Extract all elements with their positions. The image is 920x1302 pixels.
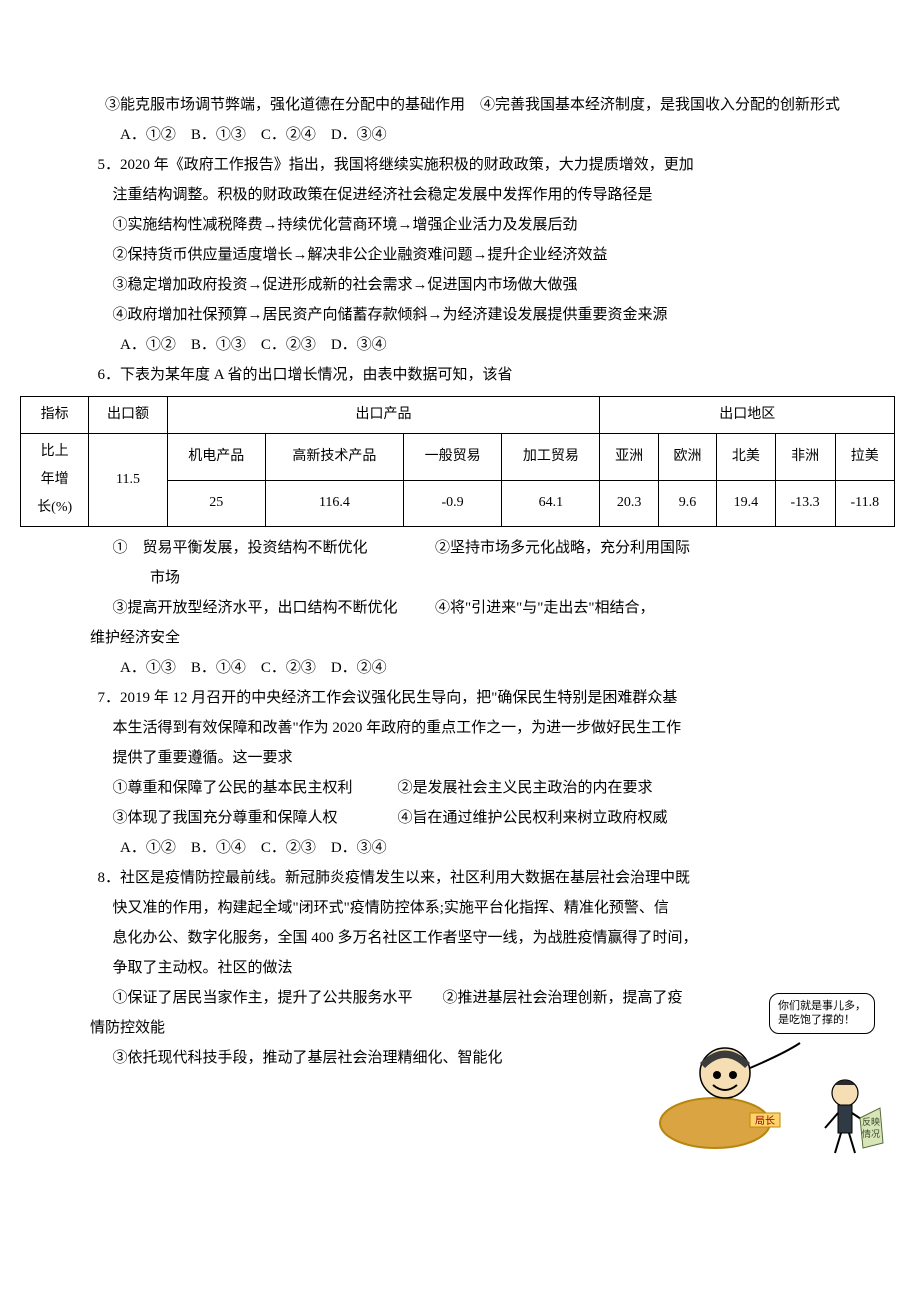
export-amount-value: 11.5 bbox=[89, 434, 167, 527]
table-subheader-row: 比上 年增 长(%) 11.5 机电产品 高新技术产品 一般贸易 加工贸易 亚洲… bbox=[21, 434, 895, 481]
product-val-3: 64.1 bbox=[502, 480, 600, 527]
q8-line3: 息化办公、数字化服务，全国 400 多万名社区工作者坚守一线，为战胜疫情赢得了时… bbox=[75, 923, 845, 953]
product-col-2: 一般贸易 bbox=[403, 434, 501, 481]
th-export-products: 出口产品 bbox=[167, 397, 600, 434]
q5-opt3: ③稳定增加政府投资→促进形成新的社会需求→促进国内市场做大做强 bbox=[75, 270, 845, 300]
region-col-2: 北美 bbox=[717, 434, 775, 481]
product-col-3: 加工贸易 bbox=[502, 434, 600, 481]
th-indicator: 指标 bbox=[21, 397, 89, 434]
q8-opt1: ①保证了居民当家作主，提升了公共服务水平 bbox=[113, 990, 413, 1006]
q7-line1: 7．2019 年 12 月召开的中央经济工作会议强化民生导向，把"确保民生特别是… bbox=[75, 683, 845, 713]
document-page: ③能克服市场调节弊端，强化道德在分配中的基础作用 ④完善我国基本经济制度，是我国… bbox=[0, 0, 920, 1113]
cartoon-label-fanying: 反映 bbox=[862, 1116, 880, 1127]
q7-line3: 提供了重要遵循。这一要求 bbox=[75, 743, 845, 773]
cartoon-area: 你们就是事儿多， 是吃饱了撑的！ 局长 bbox=[645, 1023, 895, 1173]
product-val-1: 116.4 bbox=[265, 480, 403, 527]
cartoon-icon: 局长 反映 情况 bbox=[655, 1023, 885, 1173]
cartoon-label-juzhang: 局长 bbox=[755, 1115, 775, 1127]
region-val-4: -11.8 bbox=[835, 480, 894, 527]
product-col-1: 高新技术产品 bbox=[265, 434, 403, 481]
speech-line1: 你们就是事儿多， bbox=[778, 1000, 866, 1012]
q8-opt3: ③依托现代科技手段，推动了基层社会治理精细化、智能化 bbox=[75, 1043, 613, 1073]
q6-options: A．①③ B．①④ C．②③ D．②④ bbox=[75, 653, 845, 683]
q6-stmt4: ④将"引进来"与"走出去"相结合， bbox=[435, 600, 655, 616]
q7-opt3: ③体现了我国充分尊重和保障人权 bbox=[113, 810, 338, 826]
q6-statements-row1: ① 贸易平衡发展，投资结构不断优化 ②坚持市场多元化战略，充分利用国际 bbox=[75, 533, 845, 563]
q8-line4: 争取了主动权。社区的做法 bbox=[75, 953, 845, 983]
q4-statement-34: ③能克服市场调节弊端，强化道德在分配中的基础作用 ④完善我国基本经济制度，是我国… bbox=[75, 90, 845, 120]
q6-stem: 6．下表为某年度 A 省的出口增长情况，由表中数据可知，该省 bbox=[75, 360, 845, 390]
q5-options: A．①② B．①③ C．②③ D．③④ bbox=[75, 330, 845, 360]
q5-opt1: ①实施结构性减税降费→持续优化营商环境→增强企业活力及发展后劲 bbox=[75, 210, 845, 240]
row-label-l3: 长(%) bbox=[37, 500, 72, 515]
row-label-l2: 年增 bbox=[41, 472, 69, 487]
region-col-1: 欧洲 bbox=[658, 434, 716, 481]
export-table: 指标 出口额 出口产品 出口地区 比上 年增 长(%) 11.5 机电产品 高新… bbox=[20, 396, 895, 527]
q5-stem-line1: 5．2020 年《政府工作报告》指出，我国将继续实施积极的财政政策，大力提质增效… bbox=[75, 150, 845, 180]
q8-row1: ①保证了居民当家作主，提升了公共服务水平 ②推进基层社会治理创新，提高了疫 bbox=[75, 983, 845, 1013]
q7-opt1: ①尊重和保障了公民的基本民主权利 bbox=[113, 780, 353, 796]
q7-opt4: ④旨在通过维护公民权利来树立政府权威 bbox=[398, 810, 668, 826]
cartoon-label-qingkuang: 情况 bbox=[862, 1128, 880, 1139]
q7-opt2: ②是发展社会主义民主政治的内在要求 bbox=[398, 780, 653, 796]
product-val-2: -0.9 bbox=[403, 480, 501, 527]
q8-opt2: ②推进基层社会治理创新，提高了疫 bbox=[443, 990, 683, 1006]
region-val-3: -13.3 bbox=[775, 480, 835, 527]
region-val-0: 20.3 bbox=[600, 480, 658, 527]
q8-line2: 快又准的作用，构建起全域"闭环式"疫情防控体系;实施平台化指挥、精准化预警、信 bbox=[75, 893, 845, 923]
q7-row1: ①尊重和保障了公民的基本民主权利 ②是发展社会主义民主政治的内在要求 bbox=[75, 773, 845, 803]
th-export-amount: 出口额 bbox=[89, 397, 167, 434]
q7-options: A．①② B．①④ C．②③ D．③④ bbox=[75, 833, 845, 863]
region-val-1: 9.6 bbox=[658, 480, 716, 527]
q8-line1: 8．社区是疫情防控最前线。新冠肺炎疫情发生以来，社区利用大数据在基层社会治理中既 bbox=[75, 863, 845, 893]
region-col-3: 非洲 bbox=[775, 434, 835, 481]
q6-stmt1: ① 贸易平衡发展，投资结构不断优化 bbox=[113, 540, 368, 556]
row-label: 比上 年增 长(%) bbox=[21, 434, 89, 527]
q7-line2: 本生活得到有效保障和改善"作为 2020 年政府的重点工作之一，为进一步做好民生… bbox=[75, 713, 845, 743]
region-col-0: 亚洲 bbox=[600, 434, 658, 481]
q5-opt2: ②保持货币供应量适度增长→解决非公企业融资难问题→提升企业经济效益 bbox=[75, 240, 845, 270]
region-val-2: 19.4 bbox=[717, 480, 775, 527]
q6-statements-row2: ③提高开放型经济水平，出口结构不断优化 ④将"引进来"与"走出去"相结合， bbox=[75, 593, 845, 623]
row-label-l1: 比上 bbox=[41, 444, 69, 459]
product-val-0: 25 bbox=[167, 480, 265, 527]
q5-opt4: ④政府增加社保预算→居民资产向储蓄存款倾斜→为经济建设发展提供重要资金来源 bbox=[75, 300, 845, 330]
region-col-4: 拉美 bbox=[835, 434, 894, 481]
product-col-0: 机电产品 bbox=[167, 434, 265, 481]
th-export-regions: 出口地区 bbox=[600, 397, 895, 434]
q6-stmt2: ②坚持市场多元化战略，充分利用国际 bbox=[435, 540, 690, 556]
q6-stmt3: ③提高开放型经济水平，出口结构不断优化 bbox=[113, 600, 398, 616]
table-header-row: 指标 出口额 出口产品 出口地区 bbox=[21, 397, 895, 434]
q7-row2: ③体现了我国充分尊重和保障人权 ④旨在通过维护公民权利来树立政府权威 bbox=[75, 803, 845, 833]
q6-stmt2b: 市场 bbox=[75, 563, 845, 593]
q5-stem-line2: 注重结构调整。积极的财政政策在促进经济社会稳定发展中发挥作用的传导路径是 bbox=[75, 180, 845, 210]
export-table-wrap: 指标 出口额 出口产品 出口地区 比上 年增 长(%) 11.5 机电产品 高新… bbox=[20, 396, 895, 527]
q6-stmt4b: 维护经济安全 bbox=[75, 623, 845, 653]
q4-options: A．①② B．①③ C．②④ D．③④ bbox=[75, 120, 845, 150]
